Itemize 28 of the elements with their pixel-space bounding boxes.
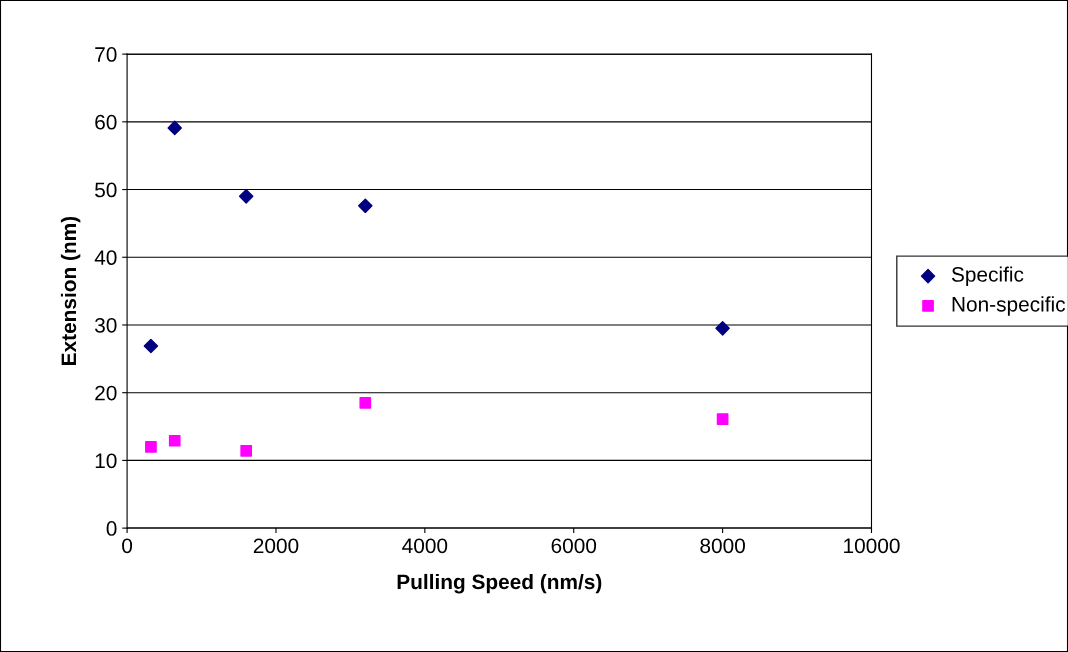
- y-tick-label: 40: [94, 250, 117, 266]
- x-tick-label: 8000: [700, 538, 745, 554]
- point: [359, 397, 372, 409]
- x-tick-label: 6000: [551, 538, 597, 554]
- y-tick-label: 20: [95, 385, 117, 401]
- point: [167, 120, 183, 136]
- y-tick-label: 50: [95, 182, 117, 198]
- x-tick-label: 4000: [402, 538, 448, 554]
- point: [168, 434, 181, 447]
- y-tick-label: 10: [95, 453, 117, 469]
- point: [238, 189, 254, 204]
- point: [716, 413, 729, 425]
- y-axis-title: Extension (nm): [60, 216, 81, 365]
- point: [715, 321, 730, 336]
- legend-label: Non-specific: [952, 296, 1066, 316]
- point: [358, 198, 373, 214]
- x-tick-label: 10000: [844, 538, 900, 554]
- point: [240, 445, 253, 457]
- x-tick-label: 0: [122, 538, 133, 554]
- point: [145, 441, 157, 453]
- legend-label: Specific: [951, 266, 1024, 286]
- y-tick-label: 30: [94, 317, 117, 333]
- x-tick-label: 2000: [253, 538, 299, 554]
- y-tick-label: 0: [106, 521, 117, 536]
- x-axis-title: Pulling Speed (nm/s): [397, 573, 602, 594]
- y-tick-label: 70: [95, 47, 117, 62]
- y-tick-label: 60: [95, 114, 117, 130]
- point: [143, 338, 159, 354]
